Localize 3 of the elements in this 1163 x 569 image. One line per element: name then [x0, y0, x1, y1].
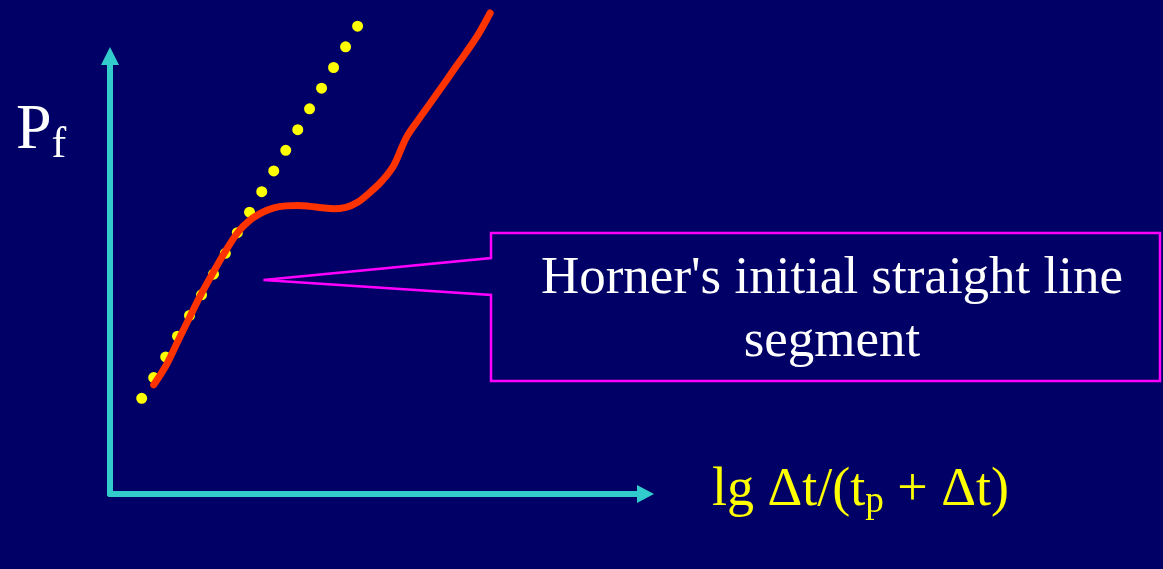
x-axis-title: lg Δt/(t$_{p}$ + Δt)	[712, 457, 1010, 521]
annotation: Horner's initial straight line segment	[539, 245, 1125, 369]
y-axis-title: P$_{f}$	[16, 91, 67, 168]
